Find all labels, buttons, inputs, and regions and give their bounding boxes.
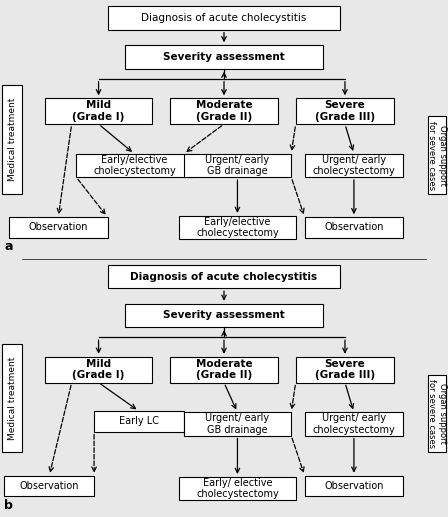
FancyBboxPatch shape bbox=[305, 413, 403, 435]
FancyBboxPatch shape bbox=[305, 154, 403, 177]
FancyBboxPatch shape bbox=[2, 344, 22, 452]
Text: Severe
(Grade III): Severe (Grade III) bbox=[315, 359, 375, 381]
Text: Medical treatment: Medical treatment bbox=[8, 98, 17, 181]
Text: Observation: Observation bbox=[29, 222, 88, 233]
Text: Organ support
for severe cases: Organ support for severe cases bbox=[427, 379, 447, 448]
Text: Medical treatment: Medical treatment bbox=[8, 356, 17, 440]
Text: Early LC: Early LC bbox=[119, 416, 159, 427]
FancyBboxPatch shape bbox=[179, 477, 296, 500]
FancyBboxPatch shape bbox=[45, 357, 152, 383]
Text: Urgent/ early
cholecystectomy: Urgent/ early cholecystectomy bbox=[313, 413, 395, 435]
Text: Mild
(Grade I): Mild (Grade I) bbox=[73, 100, 125, 122]
Text: Moderate
(Grade II): Moderate (Grade II) bbox=[196, 359, 252, 381]
Text: Early/ elective
cholecystectomy: Early/ elective cholecystectomy bbox=[196, 478, 279, 499]
Text: Severe
(Grade III): Severe (Grade III) bbox=[315, 100, 375, 122]
FancyBboxPatch shape bbox=[94, 411, 184, 432]
Text: Urgent/ early
GB drainage: Urgent/ early GB drainage bbox=[205, 413, 270, 435]
FancyBboxPatch shape bbox=[125, 45, 323, 68]
Text: Severity assessment: Severity assessment bbox=[163, 52, 285, 62]
Text: b: b bbox=[4, 499, 13, 512]
FancyBboxPatch shape bbox=[170, 357, 278, 383]
FancyBboxPatch shape bbox=[45, 98, 152, 124]
FancyBboxPatch shape bbox=[428, 116, 446, 194]
Text: Severity assessment: Severity assessment bbox=[163, 310, 285, 321]
Text: Early/elective
cholecystectomy: Early/elective cholecystectomy bbox=[93, 155, 176, 176]
Text: Diagnosis of acute cholecystitis: Diagnosis of acute cholecystitis bbox=[141, 13, 307, 23]
FancyBboxPatch shape bbox=[296, 98, 394, 124]
Text: Urgent/ early
GB drainage: Urgent/ early GB drainage bbox=[205, 155, 270, 176]
FancyBboxPatch shape bbox=[9, 217, 108, 238]
FancyBboxPatch shape bbox=[170, 98, 278, 124]
Text: Mild
(Grade I): Mild (Grade I) bbox=[73, 359, 125, 381]
Text: Early/elective
cholecystectomy: Early/elective cholecystectomy bbox=[196, 217, 279, 238]
Text: Observation: Observation bbox=[324, 481, 383, 491]
FancyBboxPatch shape bbox=[296, 357, 394, 383]
Text: Diagnosis of acute cholecystitis: Diagnosis of acute cholecystitis bbox=[130, 271, 318, 282]
FancyBboxPatch shape bbox=[76, 154, 193, 177]
Text: Observation: Observation bbox=[324, 222, 383, 233]
Text: a: a bbox=[4, 240, 13, 253]
FancyBboxPatch shape bbox=[305, 217, 403, 238]
FancyBboxPatch shape bbox=[108, 6, 340, 29]
FancyBboxPatch shape bbox=[4, 476, 94, 496]
Text: Urgent/ early
cholecystectomy: Urgent/ early cholecystectomy bbox=[313, 155, 395, 176]
Text: Organ support
for severe cases: Organ support for severe cases bbox=[427, 120, 447, 190]
FancyBboxPatch shape bbox=[184, 154, 291, 177]
FancyBboxPatch shape bbox=[428, 375, 446, 452]
FancyBboxPatch shape bbox=[305, 476, 403, 496]
FancyBboxPatch shape bbox=[108, 265, 340, 288]
FancyBboxPatch shape bbox=[2, 85, 22, 194]
Text: Moderate
(Grade II): Moderate (Grade II) bbox=[196, 100, 252, 122]
FancyBboxPatch shape bbox=[125, 304, 323, 327]
FancyBboxPatch shape bbox=[184, 413, 291, 435]
FancyBboxPatch shape bbox=[179, 216, 296, 239]
Text: Observation: Observation bbox=[20, 481, 79, 491]
